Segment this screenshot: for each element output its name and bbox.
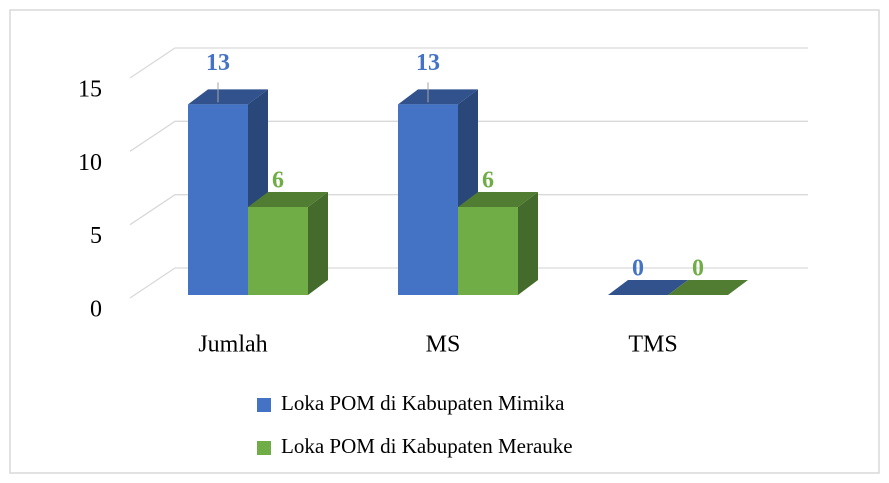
value-label: 13 (416, 50, 440, 76)
bar-face (248, 192, 328, 207)
y-tick-label: 10 (78, 150, 102, 176)
grid-line (129, 47, 808, 79)
bar (458, 192, 538, 295)
grid-line (129, 120, 808, 152)
bar-face (248, 207, 308, 295)
legend-swatch (257, 441, 271, 455)
bar-face (668, 280, 748, 295)
x-tick-label: MS (426, 332, 461, 358)
x-tick-label: Jumlah (198, 332, 267, 358)
value-label: 6 (272, 168, 284, 194)
bar-face (188, 104, 248, 295)
grid-line (129, 194, 808, 226)
bar-face (188, 89, 268, 105)
y-tick-label: 15 (78, 77, 102, 103)
legend-label: Loka POM di Kabupaten Merauke (281, 434, 573, 458)
bar (608, 280, 688, 295)
bar (668, 280, 748, 295)
y-tick-label: 5 (90, 223, 102, 249)
value-label: 0 (632, 256, 644, 282)
value-label: 13 (206, 50, 230, 76)
bar-face (398, 104, 458, 295)
bar-face (398, 89, 478, 105)
grid-line (129, 267, 808, 299)
bar-face (308, 192, 328, 295)
bar-face (458, 192, 538, 207)
value-label: 0 (692, 256, 704, 282)
bar-face (608, 280, 688, 295)
bar-face (518, 192, 538, 295)
y-tick-label: 0 (90, 297, 102, 323)
legend-swatch (257, 398, 271, 412)
value-label: 6 (482, 168, 494, 194)
x-tick-label: TMS (628, 332, 677, 358)
bar (248, 192, 328, 295)
legend-label: Loka POM di Kabupaten Mimika (281, 391, 565, 415)
bar-face (458, 207, 518, 295)
